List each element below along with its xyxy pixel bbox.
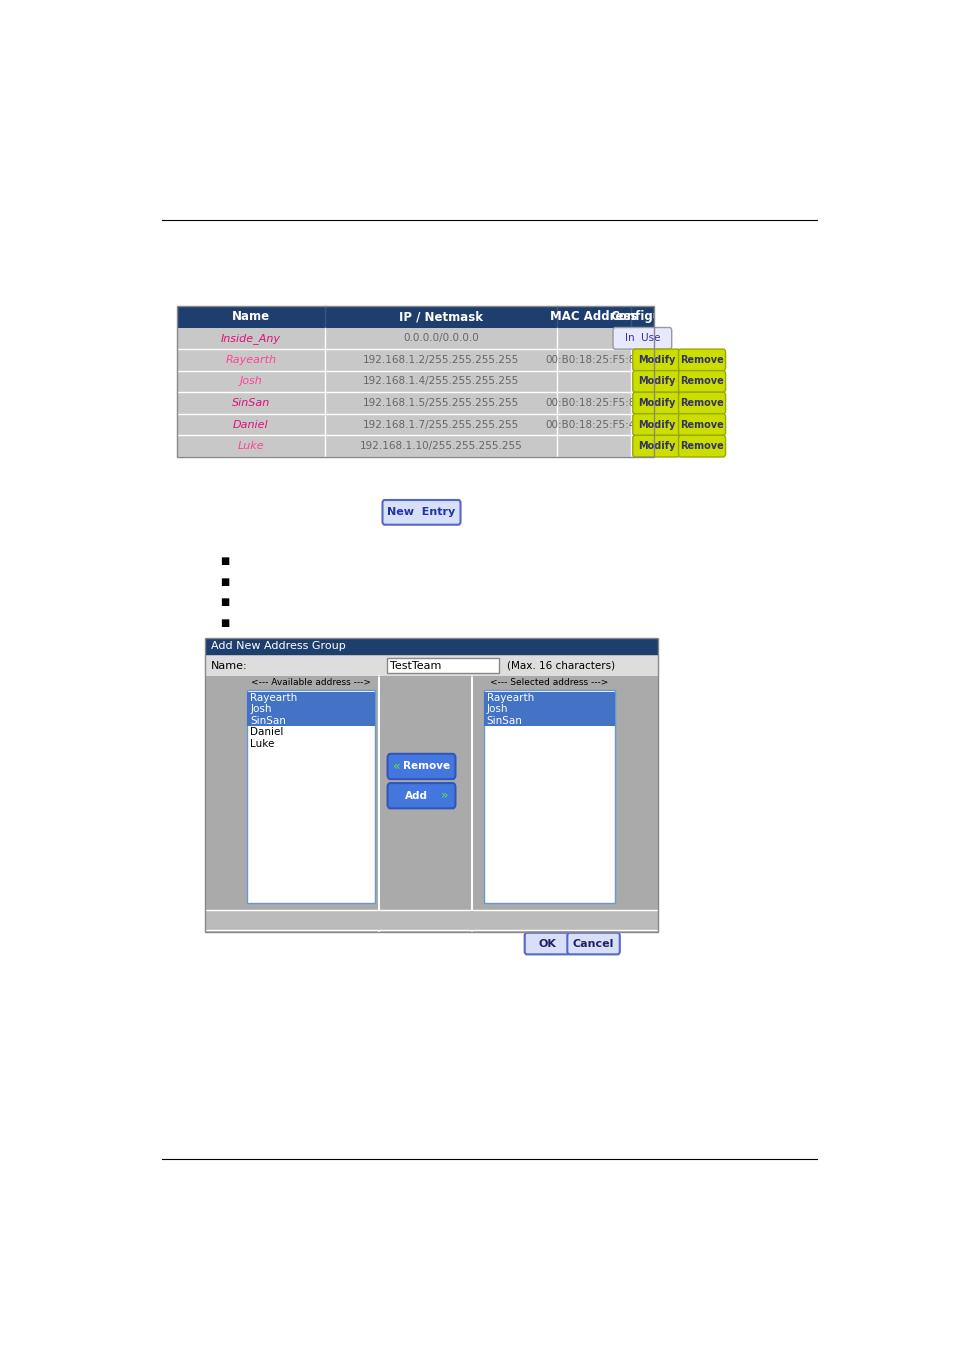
Text: 192.168.1.7/255.255.255.255: 192.168.1.7/255.255.255.255 xyxy=(362,420,518,429)
FancyBboxPatch shape xyxy=(177,414,654,435)
Text: New  Entry: New Entry xyxy=(387,508,456,517)
Text: Modify: Modify xyxy=(637,377,675,386)
FancyBboxPatch shape xyxy=(483,690,615,903)
FancyBboxPatch shape xyxy=(204,637,658,655)
Text: Remove: Remove xyxy=(679,420,723,429)
FancyBboxPatch shape xyxy=(247,690,375,903)
Text: Luke: Luke xyxy=(250,738,274,749)
Text: Modify: Modify xyxy=(637,420,675,429)
Text: 192.168.1.2/255.255.255.255: 192.168.1.2/255.255.255.255 xyxy=(362,355,518,364)
Text: Remove: Remove xyxy=(679,377,723,386)
FancyBboxPatch shape xyxy=(382,500,460,525)
FancyBboxPatch shape xyxy=(678,371,725,393)
Text: Josh: Josh xyxy=(250,705,272,714)
FancyBboxPatch shape xyxy=(177,350,654,371)
FancyBboxPatch shape xyxy=(678,393,725,414)
FancyBboxPatch shape xyxy=(567,933,619,954)
Text: »: » xyxy=(440,790,448,802)
FancyBboxPatch shape xyxy=(387,753,455,779)
Text: OK: OK xyxy=(537,938,556,949)
Text: SinSan: SinSan xyxy=(486,716,522,726)
FancyBboxPatch shape xyxy=(678,435,725,456)
Text: SinSan: SinSan xyxy=(250,716,286,726)
Text: Modify: Modify xyxy=(637,355,675,364)
Text: Name: Name xyxy=(232,310,270,323)
Text: ■: ■ xyxy=(220,618,229,628)
Text: SinSan: SinSan xyxy=(232,398,270,408)
Text: Modify: Modify xyxy=(637,398,675,408)
FancyBboxPatch shape xyxy=(678,350,725,371)
FancyBboxPatch shape xyxy=(177,371,654,393)
Text: Configure: Configure xyxy=(609,310,674,323)
FancyBboxPatch shape xyxy=(247,691,375,703)
Text: Josh: Josh xyxy=(486,705,508,714)
Text: Daniel: Daniel xyxy=(250,728,283,737)
Text: Rayearth: Rayearth xyxy=(250,693,297,702)
Text: <--- Selected address --->: <--- Selected address ---> xyxy=(490,678,608,687)
Text: 192.168.1.4/255.255.255.255: 192.168.1.4/255.255.255.255 xyxy=(362,377,518,386)
FancyBboxPatch shape xyxy=(387,783,455,809)
FancyBboxPatch shape xyxy=(177,328,654,350)
Text: Modify: Modify xyxy=(637,441,675,451)
FancyBboxPatch shape xyxy=(483,703,615,716)
FancyBboxPatch shape xyxy=(632,350,679,371)
FancyBboxPatch shape xyxy=(204,655,658,676)
Text: «: « xyxy=(393,760,400,774)
FancyBboxPatch shape xyxy=(483,716,615,726)
FancyBboxPatch shape xyxy=(177,393,654,414)
Text: ■: ■ xyxy=(220,598,229,608)
Text: Cancel: Cancel xyxy=(572,938,614,949)
Text: ■: ■ xyxy=(220,556,229,566)
Text: Rayearth: Rayearth xyxy=(225,355,276,364)
FancyBboxPatch shape xyxy=(632,393,679,414)
FancyBboxPatch shape xyxy=(204,676,658,932)
FancyBboxPatch shape xyxy=(204,910,658,930)
FancyBboxPatch shape xyxy=(386,657,498,674)
FancyBboxPatch shape xyxy=(632,435,679,456)
Text: IP / Netmask: IP / Netmask xyxy=(398,310,482,323)
FancyBboxPatch shape xyxy=(524,933,569,954)
Text: Remove: Remove xyxy=(402,761,449,771)
FancyBboxPatch shape xyxy=(613,328,671,350)
Text: TestTeam: TestTeam xyxy=(390,660,440,671)
Text: Luke: Luke xyxy=(237,441,264,451)
Text: Remove: Remove xyxy=(679,441,723,451)
Text: Remove: Remove xyxy=(679,398,723,408)
Text: 00:B0:18:25:F5:87: 00:B0:18:25:F5:87 xyxy=(545,398,641,408)
Text: Remove: Remove xyxy=(679,355,723,364)
Text: ■: ■ xyxy=(220,576,229,587)
Text: 0.0.0.0/0.0.0.0: 0.0.0.0/0.0.0.0 xyxy=(402,333,478,343)
Text: 192.168.1.5/255.255.255.255: 192.168.1.5/255.255.255.255 xyxy=(362,398,518,408)
Text: 00:B0:18:25:F5:45: 00:B0:18:25:F5:45 xyxy=(545,420,641,429)
Text: Daniel: Daniel xyxy=(233,420,269,429)
Text: Rayearth: Rayearth xyxy=(486,693,534,702)
FancyBboxPatch shape xyxy=(177,306,654,328)
FancyBboxPatch shape xyxy=(632,371,679,393)
Text: 192.168.1.10/255.255.255.255: 192.168.1.10/255.255.255.255 xyxy=(359,441,521,451)
Text: Add: Add xyxy=(405,791,428,801)
Text: (Max. 16 characters): (Max. 16 characters) xyxy=(506,660,615,671)
Text: Name:: Name: xyxy=(211,660,247,671)
Text: Add New Address Group: Add New Address Group xyxy=(211,641,345,651)
Text: <--- Available address --->: <--- Available address ---> xyxy=(251,678,371,687)
FancyBboxPatch shape xyxy=(247,703,375,716)
Text: Josh: Josh xyxy=(239,377,262,386)
FancyBboxPatch shape xyxy=(483,691,615,703)
Text: 00:B0:18:25:F5:89: 00:B0:18:25:F5:89 xyxy=(545,355,641,364)
FancyBboxPatch shape xyxy=(678,413,725,436)
FancyBboxPatch shape xyxy=(177,435,654,456)
Text: In  Use: In Use xyxy=(624,333,659,343)
Text: Inside_Any: Inside_Any xyxy=(221,333,281,344)
Text: MAC Address: MAC Address xyxy=(550,310,637,323)
FancyBboxPatch shape xyxy=(632,413,679,436)
FancyBboxPatch shape xyxy=(247,716,375,726)
